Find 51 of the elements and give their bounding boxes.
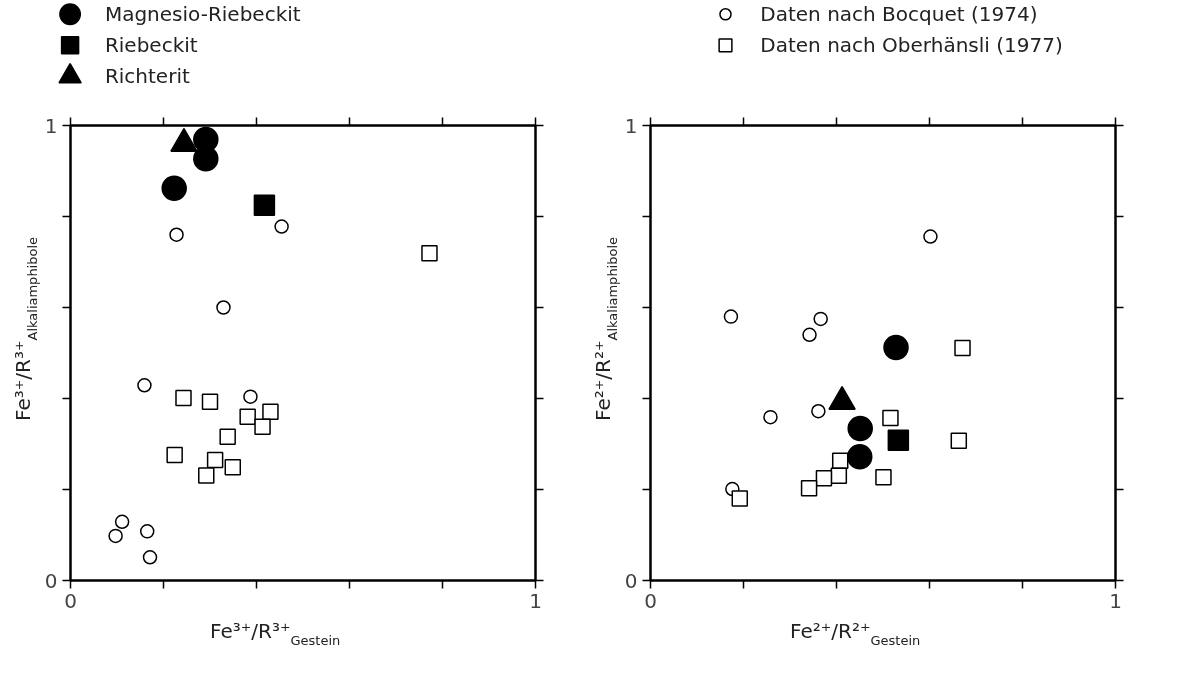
point: [262, 403, 279, 420]
point: [887, 429, 910, 452]
point: [800, 479, 818, 497]
legend-label: Daten nach Bocquet (1974): [760, 2, 1038, 27]
y-axis-title: Fe²⁺/R²⁺Alkaliamphibole: [590, 236, 620, 421]
point: [169, 227, 184, 242]
point: [224, 458, 242, 476]
point: [923, 229, 938, 244]
point: [201, 393, 219, 410]
point: [274, 219, 289, 234]
point: [847, 444, 873, 470]
x-tick-label: 0: [64, 588, 77, 613]
legend-label: Richterit: [104, 64, 190, 89]
point: [847, 415, 873, 442]
point: [139, 524, 155, 539]
point: [142, 550, 158, 565]
point: [731, 490, 749, 507]
point: [198, 467, 215, 484]
point: [161, 175, 187, 202]
point: [950, 432, 968, 450]
point: [254, 418, 271, 435]
point: [763, 409, 778, 425]
x-tick-label: 1: [1109, 588, 1122, 613]
point: [114, 514, 130, 530]
point: [216, 300, 231, 315]
point: [206, 451, 224, 469]
point: [166, 446, 183, 464]
legend-label: Daten nach Oberhänsli (1977): [760, 33, 1063, 58]
point: [421, 245, 438, 262]
point: [811, 404, 826, 419]
point: [175, 389, 192, 407]
point: [815, 469, 833, 487]
point: [802, 327, 817, 343]
point: [219, 428, 236, 445]
point: [954, 339, 971, 357]
legend-label: Magnesio-Riebeckit: [104, 2, 301, 27]
point: [108, 528, 123, 544]
point: [875, 468, 892, 486]
legend-label: Riebeckit: [104, 33, 198, 58]
point: [239, 408, 256, 425]
x-tick-label: 1: [529, 588, 542, 613]
point: [830, 467, 848, 485]
point: [253, 194, 276, 216]
point: [883, 334, 909, 361]
point: [723, 309, 739, 324]
point: [882, 409, 899, 427]
x-tick-label: 0: [644, 588, 657, 613]
y-axis-title: Fe³⁺/R³⁺Alkaliamphibole: [10, 236, 40, 421]
point: [137, 378, 152, 393]
point: [243, 389, 258, 404]
point: [813, 311, 828, 327]
